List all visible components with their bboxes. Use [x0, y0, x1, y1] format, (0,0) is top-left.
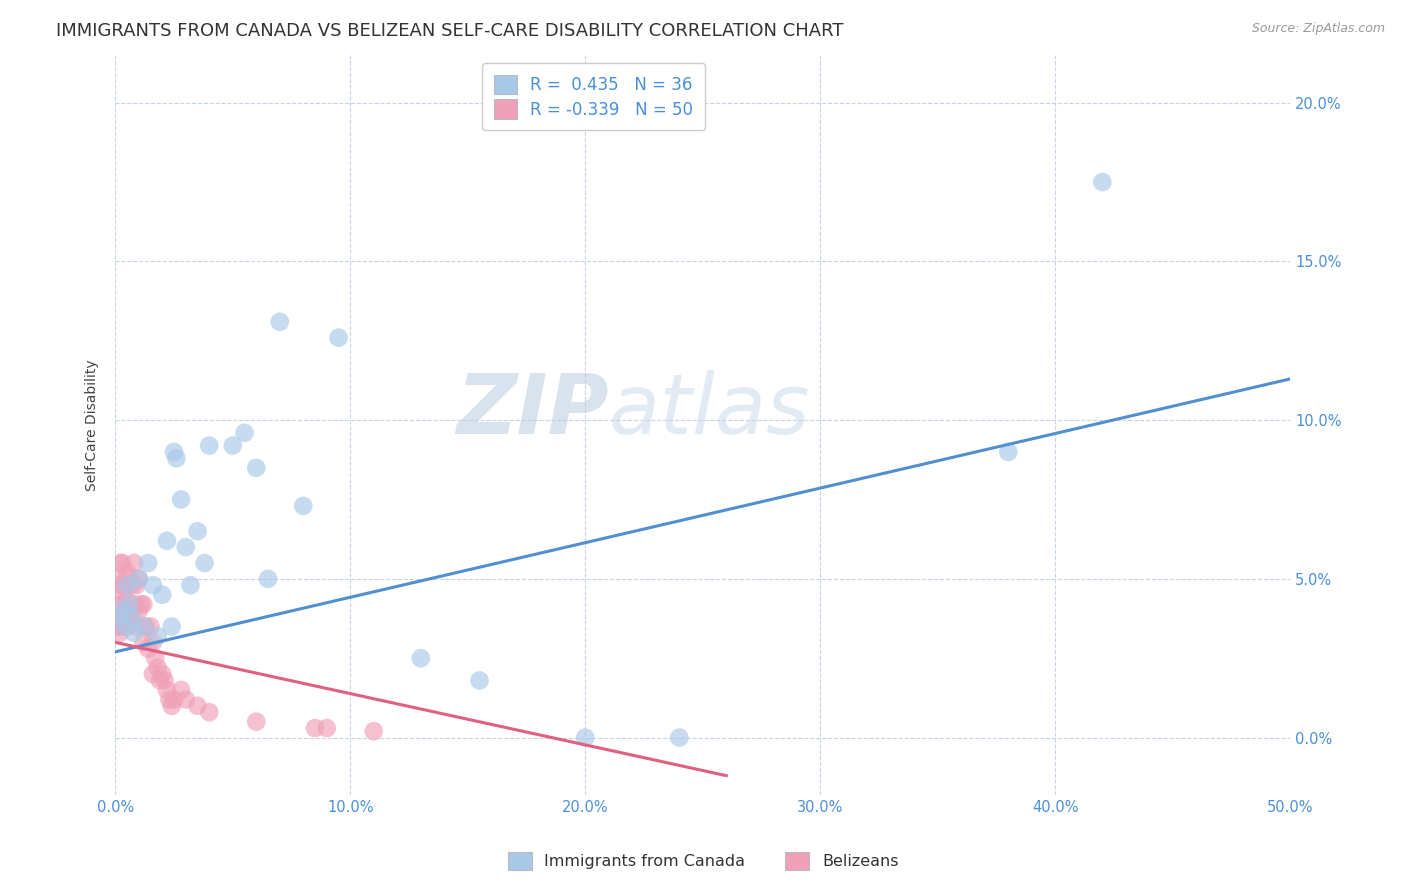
Point [468, 673, 491, 688]
Point [107, 597, 129, 611]
Point [156, 533, 179, 548]
Point [115, 578, 138, 592]
Point [111, 604, 134, 618]
Text: ZIP: ZIP [456, 369, 609, 450]
Text: atlas: atlas [609, 369, 810, 450]
Point [170, 682, 193, 697]
Point [163, 692, 186, 706]
Point [108, 610, 131, 624]
Point [174, 540, 197, 554]
Legend: Immigrants from Canada, Belizeans: Immigrants from Canada, Belizeans [498, 842, 908, 880]
Point [139, 619, 162, 633]
Point [257, 572, 280, 586]
Point [132, 635, 155, 649]
Text: IMMIGRANTS FROM CANADA VS BELIZEAN SELF-CARE DISABILITY CORRELATION CHART: IMMIGRANTS FROM CANADA VS BELIZEAN SELF-… [56, 22, 844, 40]
Point [146, 661, 169, 675]
Point [409, 651, 432, 665]
Point [108, 604, 131, 618]
Point [156, 682, 179, 697]
Point [135, 619, 157, 633]
Point [157, 692, 180, 706]
Point [128, 572, 150, 586]
Point [143, 651, 166, 665]
Point [114, 619, 136, 633]
Text: Source: ZipAtlas.com: Source: ZipAtlas.com [1251, 22, 1385, 36]
Point [121, 610, 143, 624]
Point [363, 724, 385, 739]
Point [122, 625, 145, 640]
Point [115, 566, 138, 580]
Point [125, 619, 148, 633]
Point [292, 499, 315, 513]
Point [142, 667, 165, 681]
Point [170, 492, 193, 507]
Point [111, 619, 134, 633]
Point [668, 731, 690, 745]
Point [118, 597, 141, 611]
Point [136, 641, 159, 656]
Point [186, 524, 208, 539]
Point [129, 597, 152, 611]
Legend: R =  0.435   N = 36, R = -0.339   N = 50: R = 0.435 N = 36, R = -0.339 N = 50 [482, 63, 704, 130]
Point [128, 604, 150, 618]
Point [132, 619, 155, 633]
Point [121, 578, 143, 592]
Point [146, 629, 169, 643]
Point [198, 705, 221, 719]
Point [122, 597, 145, 611]
Point [118, 572, 141, 586]
Point [1091, 175, 1114, 189]
Y-axis label: Self-Care Disability: Self-Care Disability [86, 359, 100, 491]
Point [111, 556, 134, 570]
Point [153, 673, 176, 688]
Point [108, 556, 131, 570]
Point [142, 635, 165, 649]
Point [269, 315, 291, 329]
Point [142, 578, 165, 592]
Point [574, 731, 596, 745]
Point [160, 698, 183, 713]
Point [160, 619, 183, 633]
Point [174, 692, 197, 706]
Point [304, 721, 326, 735]
Point [122, 556, 145, 570]
Point [125, 578, 148, 592]
Point [136, 556, 159, 570]
Point [115, 619, 138, 633]
Point [186, 698, 208, 713]
Point [245, 460, 267, 475]
Point [107, 619, 129, 633]
Point [198, 438, 221, 452]
Point [150, 588, 173, 602]
Point [328, 331, 350, 345]
Point [114, 578, 136, 592]
Point [115, 594, 138, 608]
Point [111, 588, 134, 602]
Point [114, 610, 136, 624]
Point [179, 578, 201, 592]
Point [315, 721, 337, 735]
Point [997, 445, 1019, 459]
Point [194, 556, 217, 570]
Point [165, 451, 187, 466]
Point [108, 625, 131, 640]
Point [233, 425, 256, 440]
Point [118, 604, 141, 618]
Point [245, 714, 267, 729]
Point [149, 673, 172, 688]
Point [107, 572, 129, 586]
Point [132, 597, 155, 611]
Point [222, 438, 245, 452]
Point [150, 667, 173, 681]
Point [163, 445, 186, 459]
Point [128, 572, 150, 586]
Point [108, 578, 131, 592]
Point [121, 610, 143, 624]
